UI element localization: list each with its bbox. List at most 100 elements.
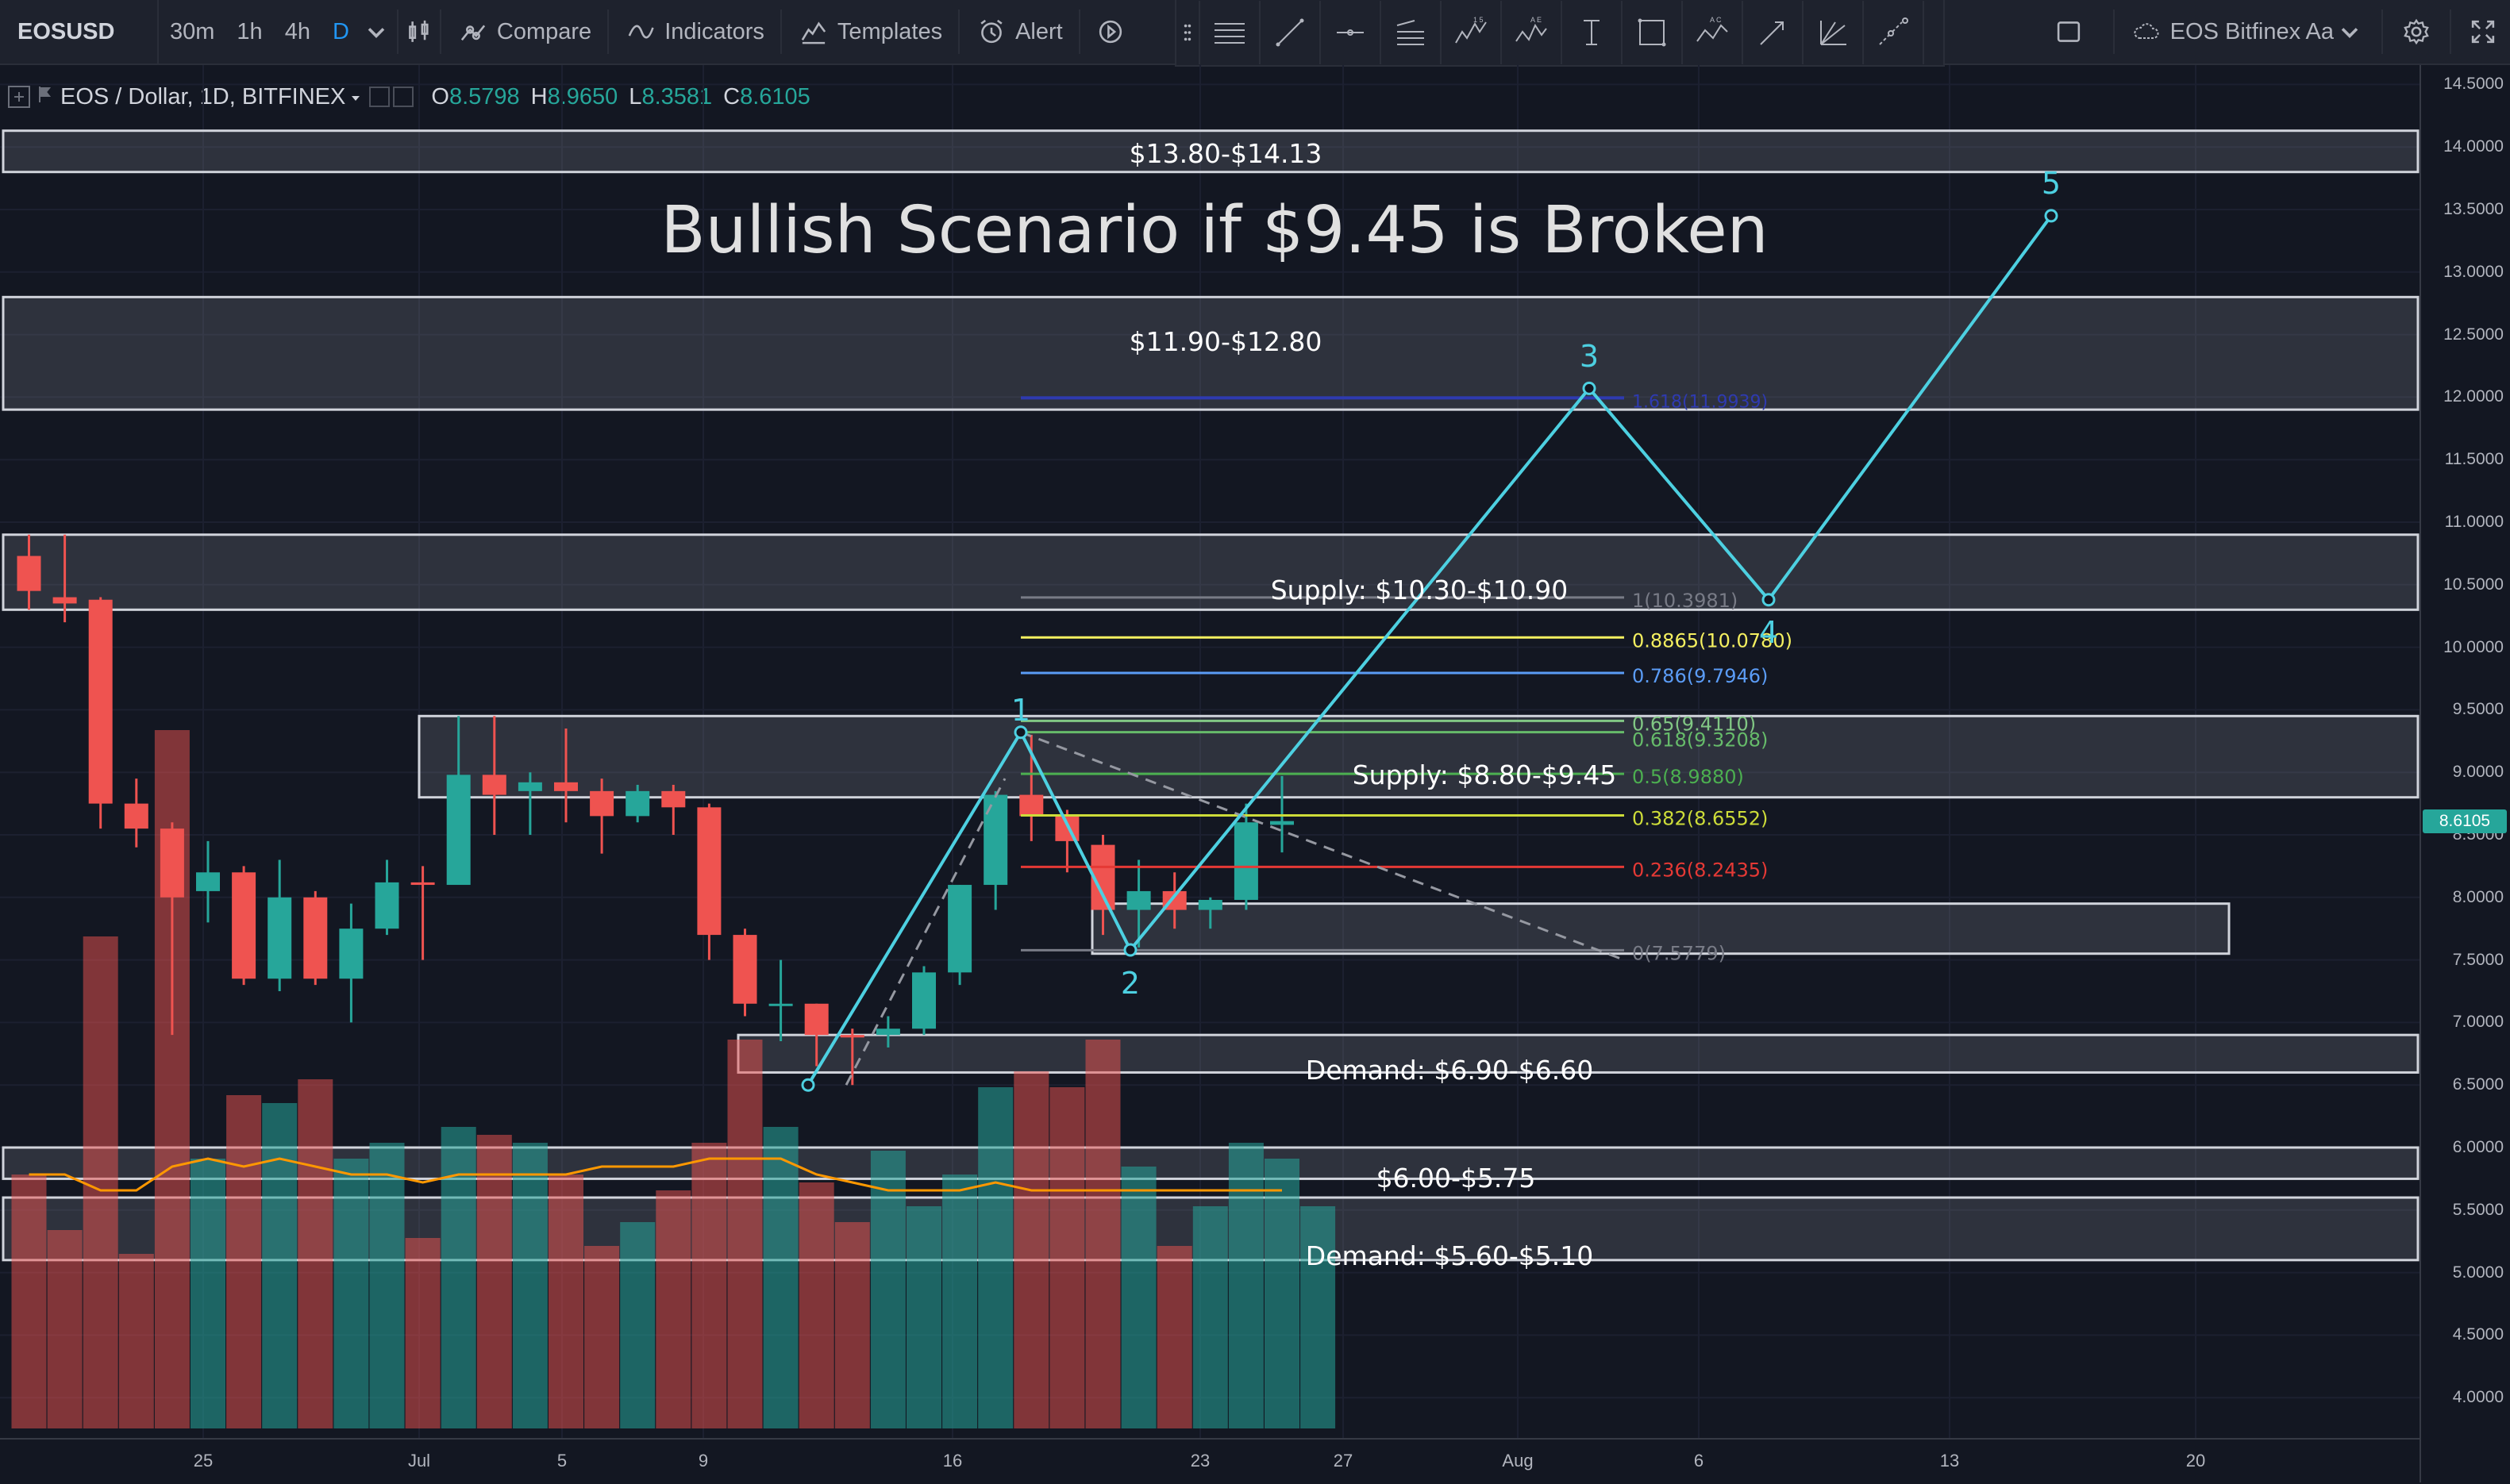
zone-rectangle bbox=[2, 1146, 2420, 1180]
price-axis-tick: 4.0000 bbox=[2452, 1388, 2504, 1407]
svg-text:A E: A E bbox=[1530, 16, 1542, 24]
time-axis[interactable]: 25 Jul 5 9 16 23 27 Aug 6 13 20 bbox=[0, 1438, 2420, 1484]
arrow-tool-icon[interactable] bbox=[1743, 1, 1804, 64]
candle-body bbox=[768, 1003, 793, 1006]
price-chart[interactable]: 1(10.3981) 0.8865(10.0780) 0.786(9.7946) 0.… bbox=[0, 65, 2420, 1438]
layout-dropdown-chevron-icon bbox=[2334, 16, 2366, 48]
current-price-label: 8.6105 bbox=[2423, 809, 2507, 833]
interval-d-button[interactable]: D bbox=[332, 18, 349, 44]
legend-eye-icon[interactable] bbox=[369, 87, 391, 107]
abc-pattern-tool-icon[interactable]: A C bbox=[1683, 1, 1743, 64]
volume-bar bbox=[47, 1230, 83, 1428]
legend-close-key: C bbox=[723, 83, 741, 110]
interval-30m-button[interactable]: 30m bbox=[170, 18, 215, 44]
legend-close-value: 8.6105 bbox=[740, 83, 810, 110]
maximize-icon[interactable] bbox=[2467, 16, 2499, 48]
fullscreen-square-icon[interactable] bbox=[2053, 16, 2085, 48]
legend-expand-icon[interactable] bbox=[8, 86, 30, 108]
price-axis-tick: 8.0000 bbox=[2452, 887, 2504, 906]
rectangle-tool-icon[interactable] bbox=[1623, 1, 1683, 64]
price-axis-tick: 9.0000 bbox=[2452, 763, 2504, 782]
candle-body bbox=[948, 885, 972, 973]
drawing-toolbar: 1 5 A E A C bbox=[1175, 0, 1945, 67]
elliott-wave-layer: 1 2 3 4 5 bbox=[801, 166, 2061, 1092]
candles-chart-type-icon[interactable] bbox=[403, 16, 435, 48]
time-axis-tick: 20 bbox=[2185, 1451, 2206, 1471]
trend-projection-line bbox=[845, 778, 1007, 1086]
layout-name-label: EOS Bitfinex Aa bbox=[2169, 18, 2334, 44]
price-axis-tick: 13.0000 bbox=[2443, 262, 2504, 281]
price-axis[interactable]: 14.5000 14.0000 13.5000 13.0000 12.5000 12.00… bbox=[2420, 65, 2510, 1482]
interval-1h-button[interactable]: 1h bbox=[237, 18, 263, 44]
parallel-channel-tool-icon[interactable] bbox=[1381, 1, 1442, 64]
elliott-wave-path bbox=[807, 214, 2053, 1086]
fib-level-label: 0.236(8.2435) bbox=[1632, 859, 1768, 881]
indicators-icon bbox=[625, 16, 656, 48]
candle-body bbox=[1234, 822, 1258, 900]
templates-button[interactable]: Templates bbox=[787, 0, 953, 63]
indicators-button[interactable]: Indicators bbox=[614, 0, 776, 63]
fib-level-label: 0.618(9.3208) bbox=[1632, 729, 1768, 752]
volume-bar bbox=[1157, 1246, 1192, 1428]
zones-layer bbox=[2, 129, 2420, 1262]
candle-body bbox=[1126, 890, 1151, 910]
volume-bar bbox=[1228, 1143, 1264, 1428]
toolbar-divider bbox=[439, 10, 441, 54]
drag-handle-icon[interactable] bbox=[1176, 1, 1200, 64]
horizontal-lines-tool-icon[interactable] bbox=[1200, 1, 1261, 64]
toolbar-right-group: EOS Bitfinex Aa bbox=[2053, 0, 2510, 63]
fib-level-label: 0.65(9.4110) bbox=[1632, 713, 1756, 735]
abcde-pattern-tool-icon[interactable]: A E bbox=[1502, 1, 1562, 64]
templates-icon bbox=[798, 16, 830, 48]
volume-bar bbox=[83, 936, 118, 1428]
legend-low-value: 8.3581 bbox=[641, 83, 713, 110]
candle-body bbox=[912, 972, 936, 1029]
volume-bar bbox=[907, 1206, 941, 1428]
zone-rectangle bbox=[418, 714, 2420, 799]
price-axis-tick: 6.0000 bbox=[2452, 1138, 2504, 1156]
candle-body bbox=[1198, 899, 1222, 910]
symbol-search-button[interactable]: EOSUSD bbox=[0, 0, 159, 63]
volume-bar bbox=[691, 1143, 727, 1428]
alert-button[interactable]: Alert bbox=[964, 0, 1074, 63]
volume-bar bbox=[118, 1254, 154, 1428]
legend-settings-icon[interactable] bbox=[393, 87, 414, 107]
interval-dropdown-chevron-icon[interactable] bbox=[360, 16, 392, 48]
time-axis-tick: 23 bbox=[1190, 1451, 1211, 1471]
fib-fan-tool-icon[interactable] bbox=[1804, 1, 1864, 64]
volume-bar bbox=[620, 1222, 656, 1428]
wave-label: 5 bbox=[2042, 166, 2061, 201]
trend-line-tool-icon[interactable] bbox=[1261, 1, 1321, 64]
time-axis-tick: 9 bbox=[698, 1451, 709, 1471]
candle-body bbox=[733, 935, 757, 1004]
candle-body bbox=[303, 897, 328, 979]
legend-dropdown-chevron-icon[interactable] bbox=[350, 84, 361, 110]
candle-body bbox=[661, 790, 686, 808]
zone-label: Supply: $10.30-$10.90 bbox=[1271, 575, 1569, 606]
candle-body bbox=[554, 782, 578, 791]
volume-bar bbox=[1192, 1206, 1228, 1428]
volume-bar bbox=[476, 1135, 512, 1428]
volume-bar bbox=[369, 1143, 405, 1428]
replay-icon[interactable] bbox=[1095, 16, 1126, 48]
horizontal-ray-tool-icon[interactable] bbox=[1321, 1, 1381, 64]
toolbar-divider bbox=[780, 10, 782, 54]
price-axis-tick: 5.5000 bbox=[2452, 1200, 2504, 1219]
legend-flag-icon bbox=[37, 84, 52, 110]
settings-gear-icon[interactable] bbox=[2400, 16, 2432, 48]
text-cursor-tool-icon[interactable] bbox=[1562, 1, 1623, 64]
volume-bar bbox=[226, 1095, 262, 1428]
path-tool-icon[interactable] bbox=[1864, 1, 1924, 64]
volume-bar bbox=[978, 1087, 1014, 1428]
toolbar-divider bbox=[607, 10, 610, 54]
price-axis-tick: 7.5000 bbox=[2452, 950, 2504, 969]
compare-button[interactable]: Compare bbox=[446, 0, 602, 63]
candle-body bbox=[697, 807, 722, 936]
wave-point bbox=[1123, 943, 1138, 957]
volume-bar bbox=[512, 1143, 548, 1428]
wave-label: 4 bbox=[1759, 615, 1778, 650]
headline-annotation[interactable]: Bullish Scenario if $9.45 is Broken bbox=[660, 193, 1768, 268]
layout-name-button[interactable]: EOS Bitfinex Aa bbox=[2119, 0, 2377, 63]
interval-4h-button[interactable]: 4h bbox=[284, 18, 310, 44]
elliott-wave-tool-icon[interactable]: 1 5 bbox=[1442, 1, 1502, 64]
